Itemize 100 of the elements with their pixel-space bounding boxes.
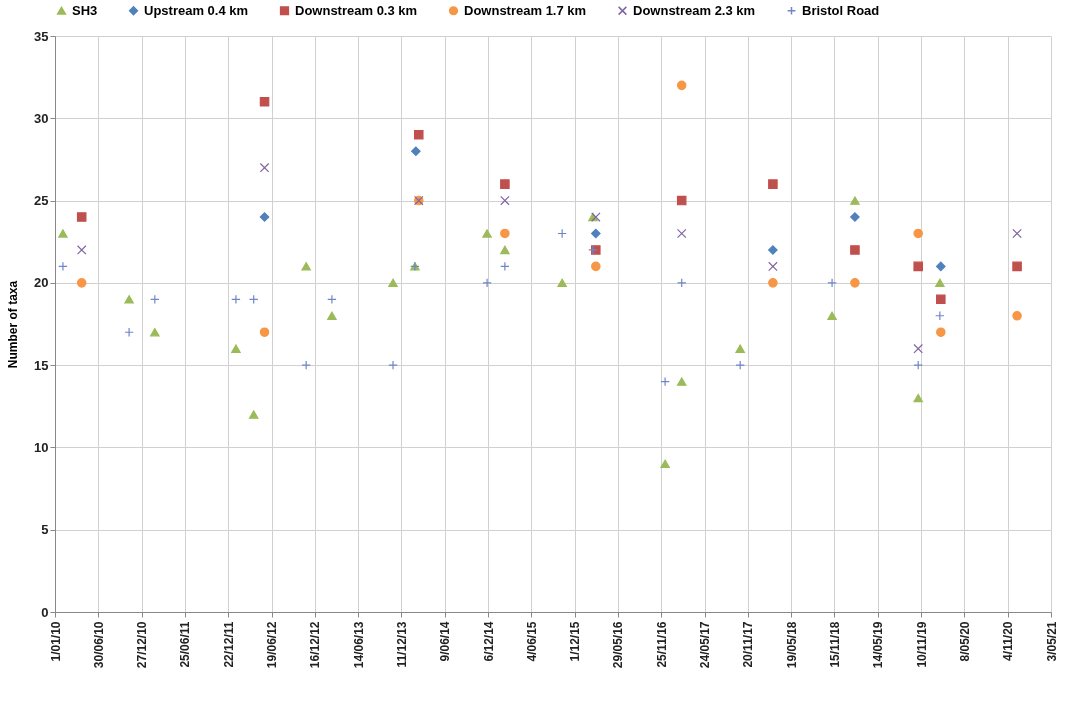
point [850,278,860,288]
x-tick-label: 19/05/18 [784,621,799,669]
point [500,245,510,255]
point [150,328,160,337]
legend-label: SH3 [72,2,98,18]
point [231,294,241,305]
x-tick-label: 1/12/15 [568,621,583,662]
x-tick-label: 14/05/19 [871,621,886,669]
point [1012,311,1022,321]
y-tick-label: 20 [34,275,49,291]
y-tick-label: 15 [34,357,49,373]
x-tick-label: 24/05/17 [698,621,713,669]
point [388,278,398,288]
point [301,262,311,271]
point [327,311,337,320]
point [676,228,687,239]
point [935,278,945,288]
point [482,229,492,238]
point [58,229,68,238]
point [827,311,837,320]
legend-label: Downstream 1.7 km [464,2,587,18]
point [1012,228,1022,239]
point [500,228,510,239]
x-tick-label: 27/12/10 [135,621,150,669]
point [676,377,687,386]
point [591,261,601,272]
x-tick-label: 25/11/16 [654,621,669,668]
legend-label: Bristol Road [802,2,880,18]
point [735,360,745,370]
x-tick-label: 10/11/19 [914,621,929,668]
point [913,360,923,370]
x-tick-label: 29/05/16 [611,621,626,669]
x-tick-label: 1/01/10 [48,621,63,662]
x-tick-label: 4/06/15 [524,621,539,662]
point [936,261,946,272]
x-tick-label: 19/06/12 [265,621,280,669]
point [259,327,270,337]
point [936,327,946,337]
point [76,278,87,288]
point [301,360,311,370]
x-tick-label: 25/06/11 [178,621,193,668]
point [660,459,670,469]
point [411,146,421,156]
point [827,278,837,288]
legend-label: Upstream 0.4 km [144,2,249,18]
x-tick-label: 14/06/13 [351,621,366,669]
legend-label: Downstream 2.3 km [633,2,756,18]
point [768,179,778,189]
y-tick-label: 35 [34,28,49,44]
point [676,80,687,91]
point [850,212,860,222]
x-tick-label: 16/12/12 [308,621,323,669]
point [1012,261,1022,272]
point [768,261,778,272]
point [76,212,87,222]
x-tick-label: 11/12/13 [394,621,409,668]
point [327,294,337,305]
point [935,310,945,321]
point [913,228,923,239]
point [936,294,946,305]
point [259,212,270,222]
y-tick-label: 10 [34,439,49,455]
point [124,327,134,338]
point [500,179,510,189]
point [76,245,87,255]
point [913,343,923,354]
y-tick-label: 0 [41,604,49,620]
point [500,261,510,272]
point [413,129,424,140]
point [248,410,259,419]
point [557,278,567,288]
x-tick-label: 6/12/14 [481,621,496,662]
point [850,245,860,255]
point [850,196,860,205]
legend-label: Downstream 0.3 km [295,2,418,18]
point [768,278,778,288]
point [913,261,923,272]
point [557,228,567,239]
x-tick-label: 4/11/20 [1001,621,1016,661]
x-tick-label: 15/11/18 [827,621,842,668]
point [482,278,492,288]
point [735,344,745,353]
y-axis-title: Number of taxa [6,280,21,369]
y-tick-label: 5 [41,522,49,538]
y-tick-label: 30 [34,110,49,126]
point [259,97,270,107]
point [388,360,398,370]
point [500,195,510,206]
point [591,228,601,239]
x-tick-label: 20/11/17 [741,621,756,668]
point [768,245,778,255]
point [259,162,270,173]
point [124,295,134,304]
x-tick-label: 22/12/11 [221,621,236,668]
x-tick-label: 30/06/10 [91,621,106,669]
y-tick-label: 25 [34,193,49,209]
x-tick-label: 9/06/14 [438,621,453,662]
point [660,376,670,387]
point [676,195,687,206]
x-tick-label: 8/05/20 [957,621,972,662]
